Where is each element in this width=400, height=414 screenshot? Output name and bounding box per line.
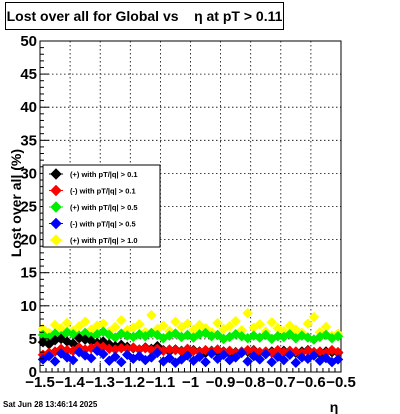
data-point — [218, 349, 229, 361]
data-point — [97, 348, 109, 360]
legend-marker — [50, 201, 62, 213]
x-tick-label: −0.8 — [236, 374, 266, 391]
x-tick-label: −0.5 — [326, 374, 356, 391]
y-tick-label: 40 — [20, 99, 37, 116]
data-point — [236, 347, 248, 359]
y-tick-label: 50 — [20, 33, 37, 50]
data-point — [242, 307, 254, 319]
data-point — [158, 320, 169, 332]
data-point — [284, 349, 296, 361]
y-tick-label: 10 — [20, 298, 37, 315]
y-tick-label: 20 — [20, 232, 37, 249]
legend-marker — [50, 168, 62, 180]
data-point — [224, 320, 235, 332]
x-tick-label: −1.2 — [115, 374, 145, 391]
data-point — [230, 315, 242, 327]
data-point — [212, 317, 223, 329]
y-tick-label: 45 — [20, 66, 37, 83]
legend-marker — [50, 217, 62, 230]
data-point — [266, 356, 278, 368]
data-point — [332, 354, 344, 365]
data-point — [260, 348, 272, 360]
data-point — [206, 348, 217, 359]
y-tick-label: 15 — [20, 265, 37, 282]
x-tick-label: −1.4 — [55, 374, 85, 391]
data-point — [182, 318, 193, 330]
legend-label: (-) with pT/|q| > 0.1 — [70, 187, 136, 196]
data-point — [109, 321, 121, 333]
y-tick-label: 35 — [20, 132, 37, 149]
data-point — [67, 354, 79, 366]
data-point — [308, 311, 320, 323]
data-point — [254, 354, 266, 365]
data-point — [242, 356, 254, 367]
x-tick-label: −1.5 — [25, 374, 55, 391]
x-axis-tick-labels: −1.5 −1.4 −1.3 −1.2 −1.1 −1 −0.9 −0.8 −0.7 −0.6 −0… — [25, 374, 356, 391]
chart-title: Lost over all for Global vs η at pT > 0.… — [6, 8, 283, 24]
data-point — [109, 351, 121, 363]
x-tick-label: −0.6 — [296, 374, 326, 391]
timestamp: Sat Jun 28 13:46:14 2025 — [3, 400, 98, 409]
data-point — [79, 316, 91, 328]
data-points — [37, 307, 344, 369]
y-tick-label: 5 — [29, 331, 37, 348]
data-point — [200, 356, 211, 368]
data-point — [302, 318, 314, 330]
axis-ticks — [39, 40, 342, 373]
data-point — [308, 350, 320, 361]
data-point — [146, 352, 157, 363]
data-point — [266, 316, 278, 328]
data-point — [278, 354, 290, 366]
y-tick-label: 0 — [29, 364, 37, 381]
x-tick-label: −0.7 — [266, 374, 296, 391]
data-point — [115, 315, 127, 326]
data-point — [290, 357, 302, 369]
data-point — [194, 351, 205, 363]
data-point — [49, 356, 61, 367]
legend-marker — [50, 234, 62, 246]
data-point — [164, 352, 175, 364]
legend-marker — [50, 184, 62, 197]
y-axis-title: Lost over all (%) — [8, 149, 24, 257]
data-point — [254, 318, 266, 330]
data-point — [170, 316, 181, 328]
legend-label: (+) with pT/|q| > 1.0 — [70, 236, 138, 245]
x-tick-label: −1.1 — [146, 374, 176, 391]
data-point — [115, 356, 127, 368]
legend-label: (-) with pT/|q| > 0.5 — [70, 220, 136, 229]
legend-label: (+) with pT/|q| > 0.1 — [70, 170, 138, 179]
legend-label: (+) with pT/|q| > 0.5 — [70, 203, 138, 212]
data-point — [182, 350, 193, 361]
data-point — [146, 309, 157, 321]
data-point — [85, 352, 97, 364]
x-axis-title: η — [330, 399, 339, 414]
data-point — [332, 330, 344, 342]
chart-title-box: Lost over all for Global vs η at pT > 0.… — [5, 2, 284, 30]
y-tick-label: 25 — [20, 199, 37, 216]
data-point — [230, 352, 242, 363]
y-axis-tick-labels: 0 5 10 15 20 25 30 35 40 45 50 — [20, 33, 37, 381]
x-tick-label: −0.9 — [206, 374, 236, 391]
legend-box — [42, 164, 161, 248]
legend: (+) with pT/|q| > 0.1 (-) with pT/|q| > 0… — [42, 164, 161, 248]
x-tick-label: −1 — [182, 374, 199, 391]
data-point — [152, 347, 163, 359]
data-point — [43, 350, 55, 362]
y-tick-label: 30 — [20, 165, 37, 182]
x-tick-label: −1.3 — [85, 374, 115, 391]
